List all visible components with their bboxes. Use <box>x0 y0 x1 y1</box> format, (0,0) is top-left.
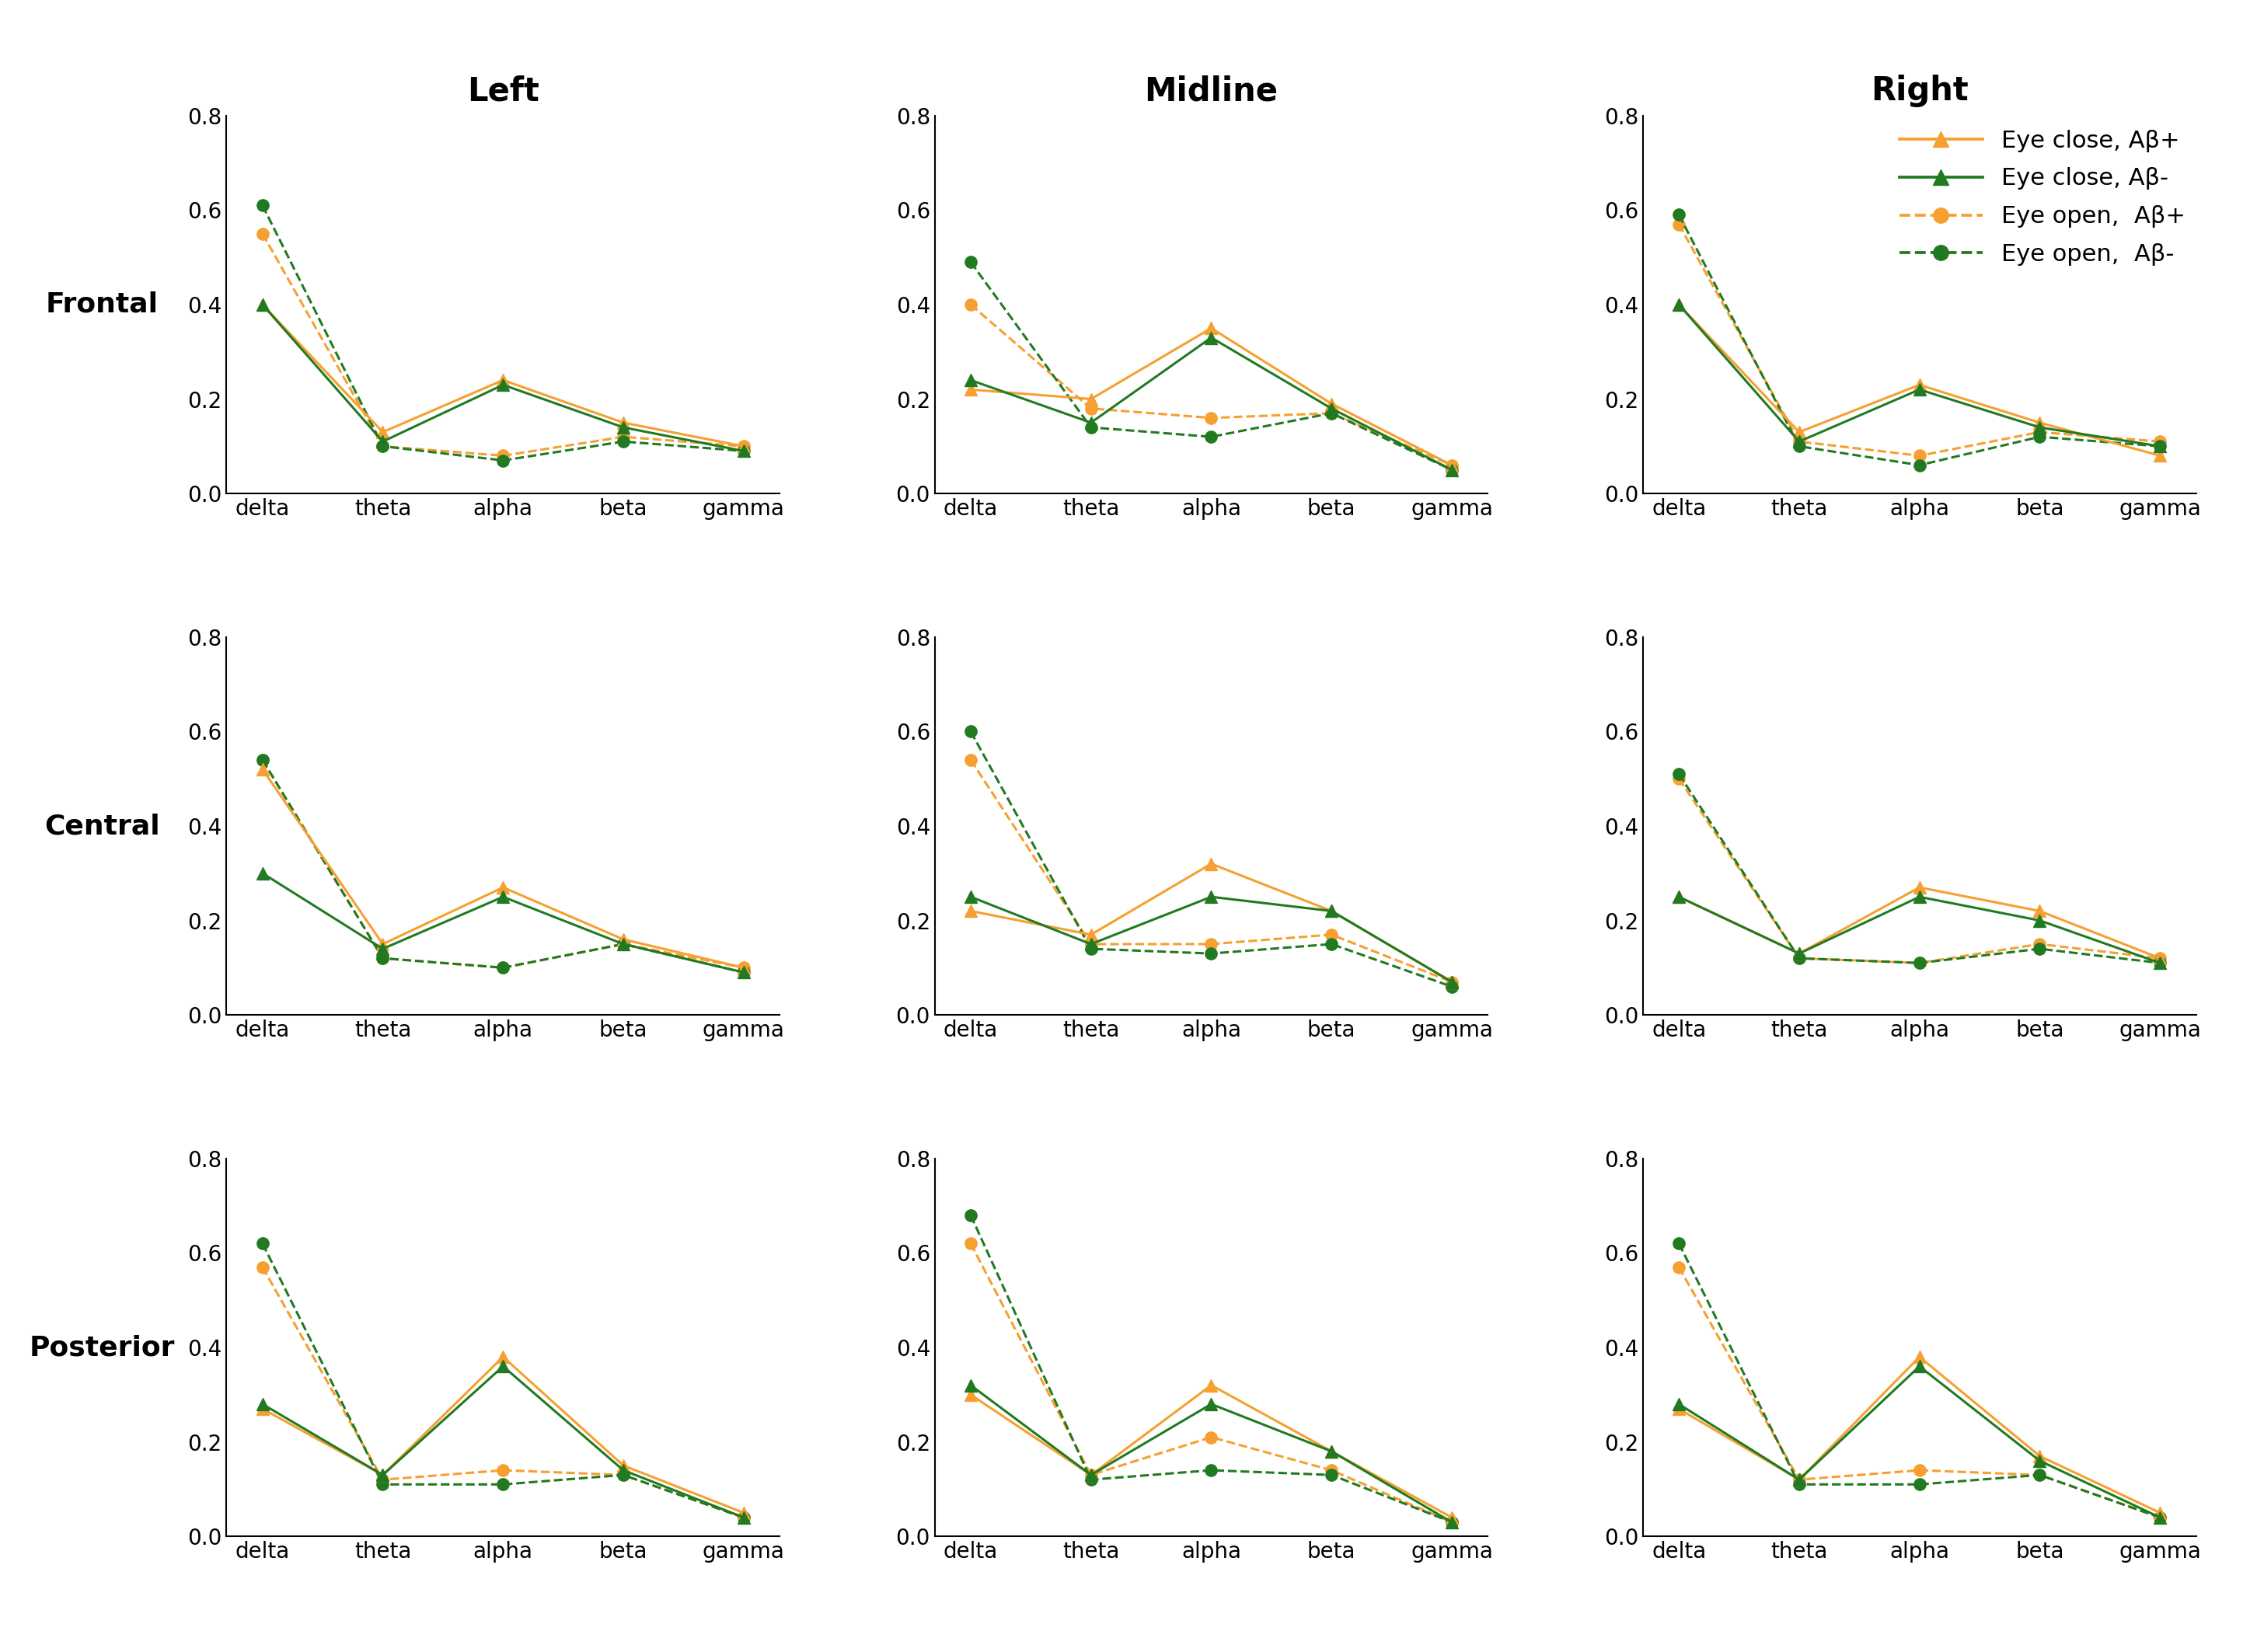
Text: Central: Central <box>43 813 161 839</box>
Title: Midline: Midline <box>1143 74 1279 107</box>
Text: Posterior: Posterior <box>29 1335 174 1361</box>
Title: Right: Right <box>1870 74 1967 107</box>
Text: Frontal: Frontal <box>45 291 158 317</box>
Legend: Eye close, Aβ+, Eye close, Aβ-, Eye open,  Aβ+, Eye open,  Aβ-: Eye close, Aβ+, Eye close, Aβ-, Eye open… <box>1890 121 2196 276</box>
Title: Left: Left <box>466 74 539 107</box>
